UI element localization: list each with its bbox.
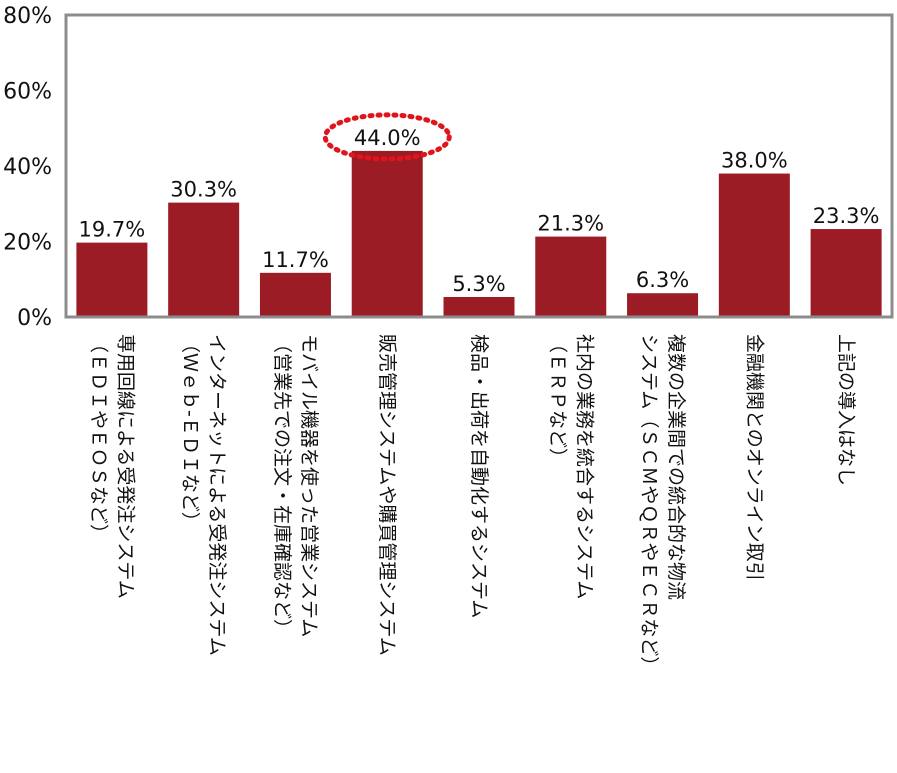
category-label: 上記の導入はなし [835,334,857,486]
bar [259,272,331,317]
category-label: 社内の業務を統合するシステム [573,334,595,599]
y-tick-label: 60% [3,80,52,105]
bar [627,293,699,317]
category-label: モバイル機器を使った営業システム [298,334,320,637]
bars [76,150,882,317]
data-label: 5.3% [452,272,505,296]
y-tick-label: 20% [3,231,52,256]
data-labels: 19.7% 30.3% 11.7% 44.0% 5.3% 21.3% 6.3% 38.0% 23… [79,126,880,296]
bar [535,236,607,317]
data-label: 21.3% [537,212,604,236]
data-label: 38.0% [721,149,788,173]
category-labels: 専用回線による受発注システム（ＥＤＩやＥＯＳなど） インターネットによる受発注シス… [87,334,857,675]
data-label: 11.7% [262,248,329,272]
bar [718,173,790,317]
plot-frame [64,13,894,319]
bar [76,242,148,317]
data-label: 6.3% [636,268,689,292]
category-label: 複数の企業間での統合的な物流 [665,334,687,600]
bar [443,296,515,317]
y-tick-label: 40% [3,155,52,180]
category-label: （Ｗｅｂ-ＥＤＩなど） [179,334,201,531]
data-label: 30.3% [170,178,237,202]
data-label: 19.7% [79,218,146,242]
data-label: 23.3% [813,204,880,228]
category-label: （営業先での注文・在庫確認など） [271,334,293,638]
y-tick-label: 80% [3,4,52,29]
category-label: 検品・出荷を自動化するシステム [468,334,490,618]
category-label: 専用回線による受発注システム [114,334,136,599]
category-label: 金融機関とのオンライン取引 [743,334,765,581]
bar [168,202,240,317]
y-tick-label: 0% [17,306,52,331]
bar [810,229,882,317]
category-label: 販売管理システムや購買管理システム [376,334,398,656]
y-axis-ticks: 0% 20% 40% 60% 80% [3,4,52,331]
highlight-ellipse [322,112,452,162]
category-label: （ＥＲＰなど） [546,334,568,467]
category-label: システム（ＳＣＭやＱＲやＥＣＲなど） [638,334,660,675]
category-label: インターネットによる受発注システム [206,334,228,656]
data-label: 44.0% [354,126,421,150]
bar [351,150,423,317]
category-label: （ＥＤＩやＥＯＳなど） [87,334,109,543]
